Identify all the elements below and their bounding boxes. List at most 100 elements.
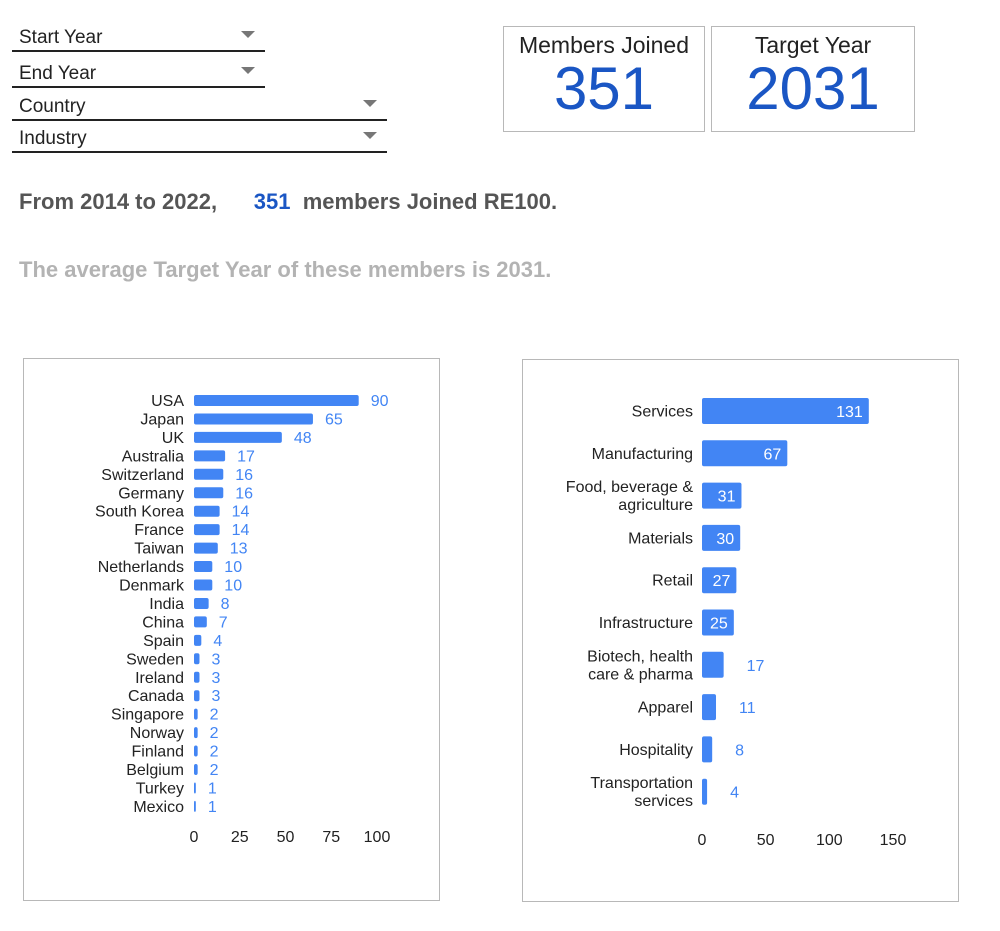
category-label-france: France (134, 522, 184, 539)
data-label-taiwan: 13 (230, 541, 248, 558)
bar-india[interactable] (194, 597, 209, 609)
x-tick-25: 25 (231, 829, 249, 846)
x-tick-50: 50 (757, 832, 775, 849)
target-year-value: 2031 (746, 55, 880, 122)
category-label-finland: Finland (132, 744, 184, 761)
category-label-food-beverage-agriculture: Food, beverage & agriculture (566, 479, 694, 514)
chevron-down-icon (363, 132, 377, 139)
data-label-uk: 48 (294, 430, 312, 447)
data-label-food-beverage-agriculture: 31 (718, 489, 736, 506)
bar-netherlands[interactable] (194, 561, 213, 573)
bar-retail[interactable] (702, 567, 737, 594)
bar-biotech-health-care-pharma[interactable] (702, 651, 724, 678)
category-label-hospitality: Hospitality (619, 742, 693, 759)
category-label-germany: Germany (118, 485, 184, 502)
bar-services[interactable] (702, 398, 869, 424)
data-label-mexico: 1 (208, 799, 217, 816)
data-label-india: 8 (221, 596, 230, 613)
bar-spain[interactable] (194, 634, 202, 646)
bar-denmark[interactable] (194, 579, 213, 591)
bar-france[interactable] (194, 524, 220, 536)
chevron-down-icon (241, 67, 255, 74)
country-label: Country (19, 96, 86, 117)
x-tick-75: 75 (322, 829, 340, 846)
bar-food-beverage-agriculture[interactable] (702, 482, 742, 509)
category-label-singapore: Singapore (111, 707, 184, 724)
industry-filter[interactable]: Industry (12, 119, 387, 153)
start-year-label: Start Year (19, 27, 103, 48)
bar-belgium[interactable] (194, 764, 198, 775)
data-label-japan: 65 (325, 411, 343, 428)
category-label-services: Services (632, 404, 693, 421)
category-label-retail: Retail (652, 573, 693, 590)
chevron-down-icon (363, 100, 377, 107)
bar-canada[interactable] (194, 690, 200, 702)
category-label-china: China (142, 614, 184, 631)
data-label-usa: 90 (371, 393, 389, 410)
bar-materials[interactable] (702, 524, 741, 551)
target-year-title: Target Year (754, 32, 872, 58)
bar-uk[interactable] (194, 431, 282, 443)
category-label-netherlands: Netherlands (98, 559, 184, 576)
data-label-france: 14 (232, 522, 250, 539)
bar-hospitality[interactable] (702, 736, 713, 763)
bar-finland[interactable] (194, 745, 198, 757)
data-label-switzerland: 16 (235, 467, 253, 484)
category-label-norway: Norway (130, 725, 184, 742)
summary-prefix: From 2014 to 2022, (19, 189, 218, 214)
bar-usa[interactable] (194, 395, 359, 406)
category-label-biotech-health-care-pharma: Biotech, health care & pharma (587, 648, 693, 683)
data-label-spain: 4 (213, 633, 222, 650)
x-tick-100: 100 (364, 829, 391, 846)
data-label-transportation-services: 4 (730, 785, 739, 802)
data-label-canada: 3 (211, 688, 220, 705)
industry-label: Industry (19, 128, 87, 149)
bar-turkey[interactable] (194, 782, 196, 794)
end-year-label: End Year (19, 63, 97, 84)
country-filter[interactable]: Country (12, 87, 387, 121)
bar-australia[interactable] (194, 450, 226, 462)
bar-germany[interactable] (194, 487, 224, 499)
data-label-belgium: 2 (210, 762, 219, 779)
data-label-retail: 27 (713, 573, 731, 590)
category-label-manufacturing: Manufacturing (592, 446, 693, 463)
category-label-japan: Japan (140, 411, 184, 428)
category-label-ireland: Ireland (135, 670, 184, 687)
bar-apparel[interactable] (702, 694, 717, 721)
data-label-norway: 2 (210, 725, 219, 742)
data-label-hospitality: 8 (735, 742, 744, 759)
members-joined-value: 351 (553, 55, 655, 122)
start-year-filter[interactable]: Start Year (12, 18, 265, 52)
category-label-australia: Australia (122, 448, 184, 465)
category-label-south-korea: South Korea (95, 504, 184, 521)
data-label-ireland: 3 (211, 670, 220, 687)
bar-singapore[interactable] (194, 708, 198, 720)
average-target-line: The average Target Year of these members… (19, 257, 552, 282)
bar-infrastructure[interactable] (702, 609, 734, 636)
bar-switzerland[interactable] (194, 468, 224, 480)
data-label-infrastructure: 25 (710, 616, 728, 633)
bar-china[interactable] (194, 616, 207, 628)
category-label-canada: Canada (128, 688, 184, 705)
x-tick-0: 0 (190, 829, 199, 846)
target-year-card: Target Year 2031 (711, 26, 915, 132)
data-label-denmark: 10 (224, 578, 242, 595)
bar-ireland[interactable] (194, 671, 200, 683)
bar-sweden[interactable] (194, 653, 200, 665)
data-label-china: 7 (219, 614, 228, 631)
bar-norway[interactable] (194, 727, 198, 739)
category-label-denmark: Denmark (119, 578, 185, 595)
category-label-apparel: Apparel (638, 700, 693, 717)
end-year-filter[interactable]: End Year (12, 54, 265, 88)
bar-mexico[interactable] (194, 800, 196, 812)
members-joined-card: Members Joined 351 (503, 26, 705, 132)
bar-japan[interactable] (194, 413, 313, 425)
bar-south-korea[interactable] (194, 505, 220, 517)
data-label-manufacturing: 67 (764, 446, 782, 463)
bar-manufacturing[interactable] (702, 440, 788, 467)
bar-transportation-services[interactable] (702, 778, 708, 805)
bar-taiwan[interactable] (194, 542, 218, 554)
data-label-australia: 17 (237, 448, 255, 465)
data-label-biotech-health-care-pharma: 17 (747, 658, 765, 675)
category-label-transportation-services: Transportation services (590, 775, 693, 810)
